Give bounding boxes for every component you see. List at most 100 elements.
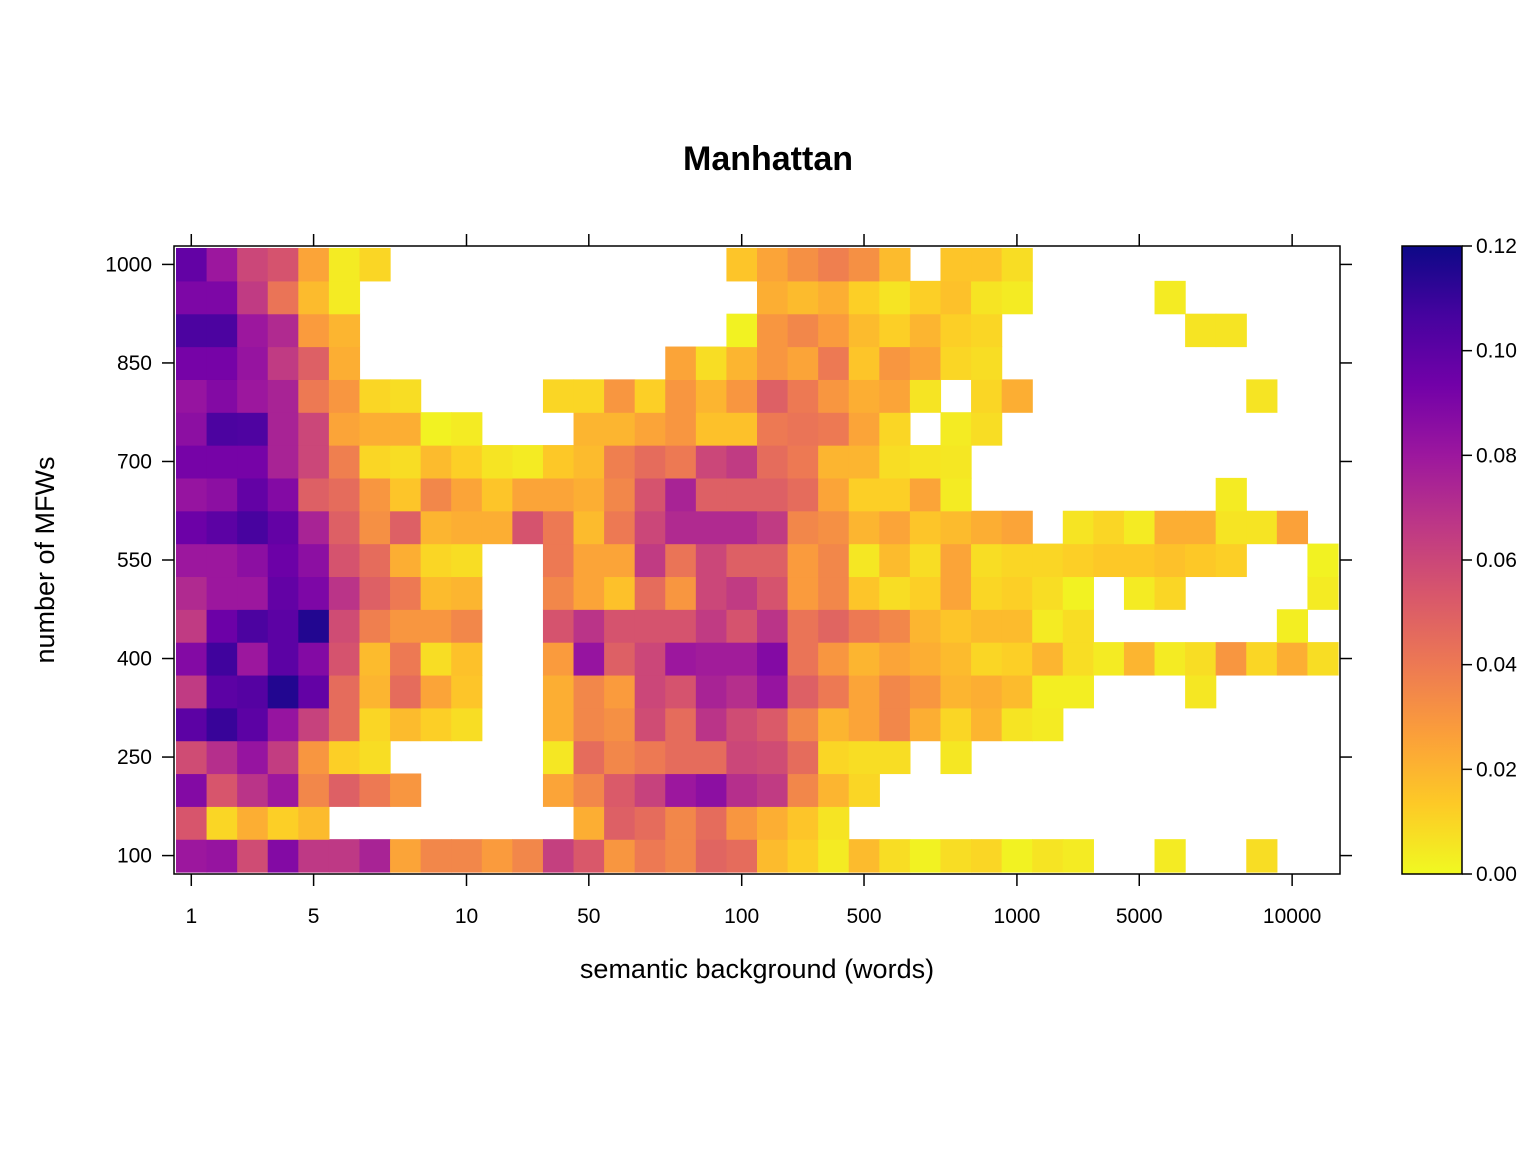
heatmap-cell xyxy=(971,674,1003,709)
heatmap-cell xyxy=(1032,839,1064,873)
heatmap-cell xyxy=(940,346,972,380)
heatmap-cell xyxy=(359,642,391,676)
heatmap-cell xyxy=(909,379,942,413)
heatmap-cell xyxy=(451,543,483,578)
y-tick-label: 400 xyxy=(117,648,152,671)
heatmap-cell xyxy=(848,674,880,709)
heatmap-cell xyxy=(787,806,819,840)
heatmap-cell xyxy=(237,379,269,413)
heatmap-cell xyxy=(267,609,299,643)
heatmap-cell xyxy=(909,510,942,545)
heatmap-cell xyxy=(267,477,299,512)
heatmap-cell xyxy=(879,313,911,348)
heatmap-cell xyxy=(787,839,819,873)
heatmap-cell xyxy=(1276,642,1309,676)
x-axis-label: semantic background (words) xyxy=(580,954,934,984)
colorbar-tick-label: 0.00 xyxy=(1476,863,1517,886)
heatmap-cell xyxy=(176,477,208,512)
heatmap-cell xyxy=(879,576,911,610)
heatmap-cell xyxy=(573,707,605,742)
heatmap-cell xyxy=(206,445,238,479)
heatmap-cell xyxy=(542,543,575,578)
heatmap-cell xyxy=(328,576,361,610)
heatmap-cell xyxy=(1001,674,1033,709)
heatmap-cell xyxy=(848,280,880,315)
heatmap-cell xyxy=(328,773,361,807)
heatmap-cell xyxy=(328,248,361,282)
heatmap-cell xyxy=(206,609,238,643)
heatmap-cell xyxy=(787,707,819,742)
heatmap-cell xyxy=(206,773,238,807)
colorbar-tick-label: 0.12 xyxy=(1476,235,1517,258)
heatmap-cell xyxy=(879,445,911,479)
heatmap-cell xyxy=(879,543,911,578)
heatmap-cell xyxy=(940,707,972,742)
heatmap-cell xyxy=(604,806,636,840)
heatmap-cell xyxy=(695,510,728,545)
heatmap-cell xyxy=(512,445,544,479)
heatmap-cell xyxy=(787,412,819,446)
heatmap-cell xyxy=(848,839,880,873)
heatmap-cell xyxy=(1276,609,1309,643)
heatmap-cell xyxy=(206,806,238,840)
heatmap-cell xyxy=(328,346,361,380)
heatmap-cell xyxy=(206,412,238,446)
heatmap-cell xyxy=(848,773,880,807)
heatmap-cell xyxy=(573,412,605,446)
heatmap-cell xyxy=(665,543,697,578)
heatmap-cell xyxy=(940,280,972,315)
heatmap-cell xyxy=(481,510,513,545)
heatmap-cell xyxy=(267,674,299,709)
heatmap-cell xyxy=(879,346,911,380)
heatmap-cell xyxy=(328,510,361,545)
heatmap-cell xyxy=(573,773,605,807)
heatmap-cell xyxy=(909,642,942,676)
heatmap-cell xyxy=(848,740,880,775)
heatmap-cell xyxy=(359,674,391,709)
heatmap-cell xyxy=(726,412,758,446)
heatmap-cell xyxy=(818,543,850,578)
heatmap-cell xyxy=(695,642,728,676)
heatmap-cell xyxy=(298,445,330,479)
heatmap-cell xyxy=(971,346,1003,380)
heatmap-cell xyxy=(573,543,605,578)
heatmap-cell xyxy=(298,839,330,873)
heatmap-cell xyxy=(390,839,422,873)
heatmap-cell xyxy=(359,609,391,643)
heatmap-cell xyxy=(328,609,361,643)
heatmap-cell xyxy=(328,674,361,709)
heatmap-cell xyxy=(726,477,758,512)
heatmap-cell xyxy=(573,445,605,479)
heatmap-cell xyxy=(298,773,330,807)
heatmap-cell xyxy=(1032,609,1064,643)
heatmap-cell xyxy=(176,642,208,676)
heatmap-cell xyxy=(420,510,452,545)
heatmap-cell xyxy=(726,510,758,545)
heatmap-cell xyxy=(176,576,208,610)
x-tick-label: 10000 xyxy=(1263,905,1321,928)
heatmap-cell xyxy=(604,412,636,446)
heatmap-cell xyxy=(359,707,391,742)
heatmap-cell xyxy=(695,740,728,775)
heatmap-cell xyxy=(940,839,972,873)
heatmap-cell xyxy=(267,313,299,348)
heatmap-cell xyxy=(879,707,911,742)
heatmap-cell xyxy=(359,477,391,512)
heatmap-cell xyxy=(848,576,880,610)
heatmap-cell xyxy=(359,510,391,545)
heatmap-cell xyxy=(726,379,758,413)
heatmap-cell xyxy=(1154,510,1186,545)
heatmap-cell xyxy=(726,313,758,348)
heatmap-cell xyxy=(1001,379,1033,413)
heatmap-cell xyxy=(971,576,1003,610)
heatmap-cell xyxy=(940,313,972,348)
heatmap-cell xyxy=(267,642,299,676)
heatmap-cells xyxy=(176,248,1339,873)
heatmap-cell xyxy=(420,839,452,873)
heatmap-cell xyxy=(1154,280,1186,315)
heatmap-cell xyxy=(298,510,330,545)
heatmap-cell xyxy=(420,707,452,742)
heatmap-cell xyxy=(542,379,575,413)
heatmap-cell xyxy=(298,674,330,709)
heatmap-cell xyxy=(206,543,238,578)
